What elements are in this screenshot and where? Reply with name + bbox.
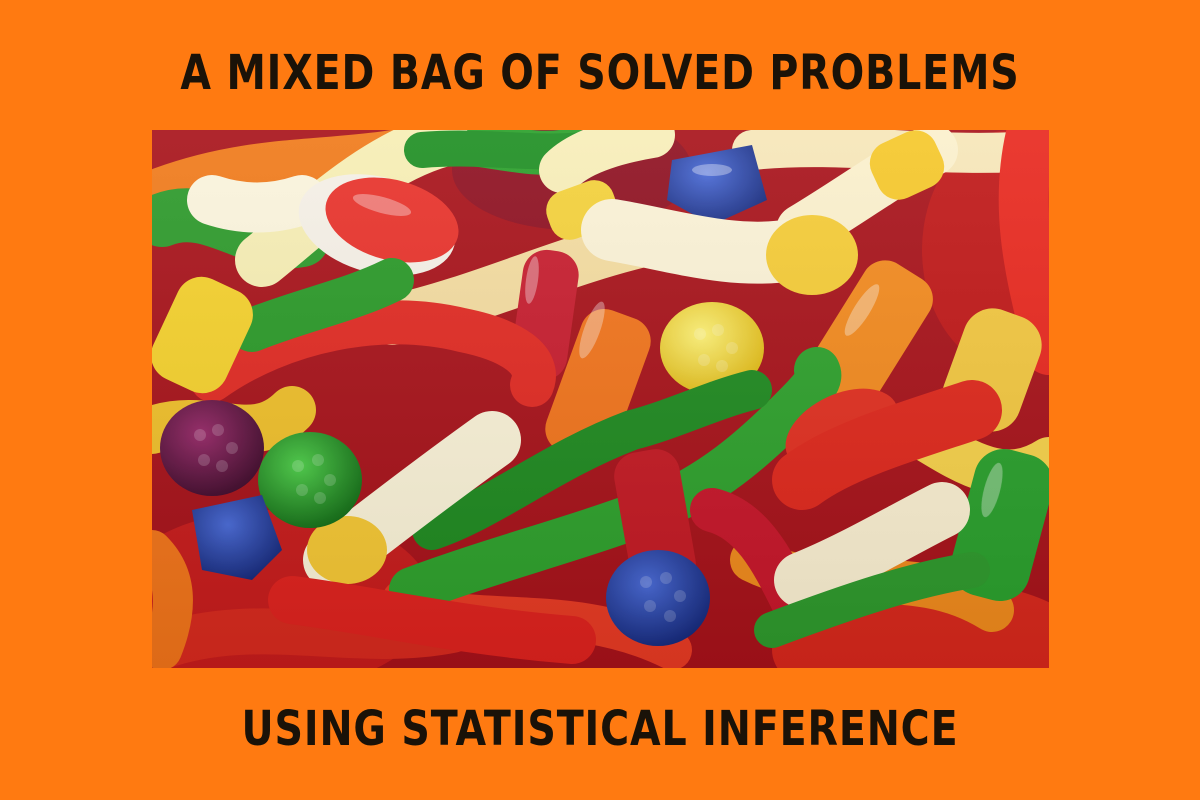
- candy-photo: [152, 130, 1049, 668]
- page-subtitle: USING STATISTICAL INFERENCE: [241, 699, 959, 757]
- page-title: A MIXED BAG OF SOLVED PROBLEMS: [180, 43, 1020, 101]
- jelly-candy-illustration: [152, 130, 1049, 668]
